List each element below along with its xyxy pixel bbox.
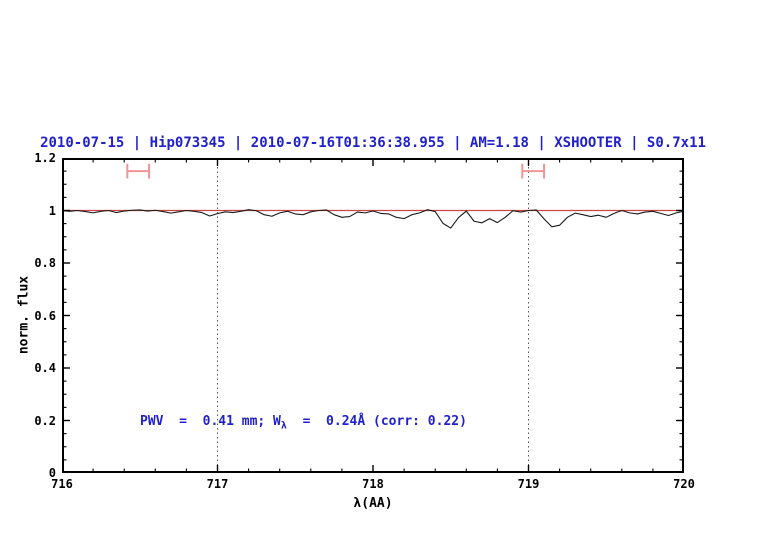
x-tick-label: 718 — [362, 477, 384, 491]
pwv-annotation-pre: PWV = 0.41 mm; W — [140, 414, 281, 429]
x-axis-label: λ(AA) — [353, 496, 393, 511]
y-tick-label: 1 — [48, 203, 56, 218]
x-tick-label: 720 — [673, 477, 695, 491]
spectrum-plot — [62, 158, 684, 473]
observed-spectrum-line — [62, 209, 684, 229]
y-tick-label: 0.6 — [34, 308, 56, 323]
y-tick-label: 1.2 — [34, 151, 56, 165]
axis-frame — [62, 158, 684, 473]
x-tick-label: 719 — [517, 477, 540, 491]
x-tick-label: 716 — [51, 477, 73, 491]
x-tick-label: 717 — [206, 477, 229, 491]
pwv-annotation-sub-lambda: λ — [280, 420, 287, 432]
y-tick-label: 0.4 — [34, 361, 56, 375]
y-tick-label: 0 — [48, 466, 56, 480]
pwv-annotation-post: = 0.24Å (corr: 0.22) — [286, 414, 467, 429]
plot-title: 2010-07-15 | Hip073345 | 2010-07-16T01:3… — [40, 135, 706, 151]
y-tick-label: 0.2 — [34, 413, 56, 428]
pwv-annotation: PWV = 0.41 mm; Wλ = 0.24Å (corr: 0.22) — [140, 414, 467, 432]
y-tick-label: 0.8 — [34, 256, 56, 270]
